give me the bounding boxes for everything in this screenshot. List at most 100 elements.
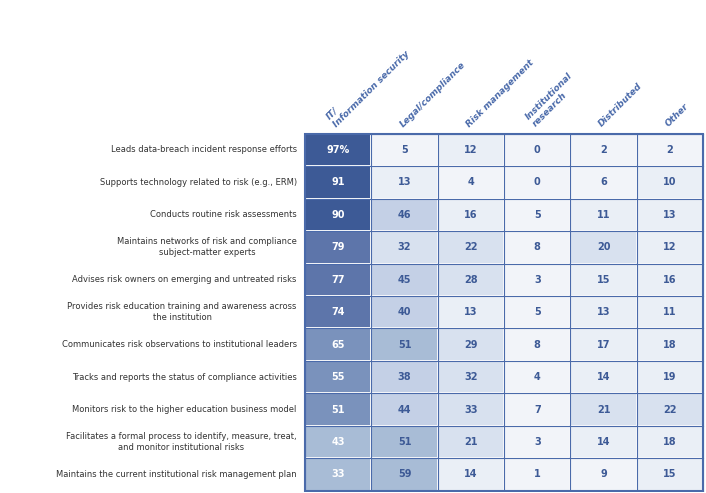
- Text: 15: 15: [597, 275, 611, 285]
- Text: 38: 38: [397, 372, 412, 382]
- Bar: [305, 264, 371, 296]
- Text: 19: 19: [664, 372, 677, 382]
- Bar: [438, 296, 504, 328]
- Bar: [570, 296, 637, 328]
- Text: 77: 77: [331, 275, 345, 285]
- Bar: [305, 231, 371, 264]
- Text: Other: Other: [664, 102, 690, 129]
- Bar: [371, 296, 438, 328]
- Text: 51: 51: [331, 405, 345, 415]
- Text: 74: 74: [331, 307, 345, 317]
- Text: 17: 17: [597, 340, 611, 350]
- Bar: [504, 166, 570, 199]
- Text: 2: 2: [666, 145, 674, 155]
- Text: 10: 10: [664, 177, 677, 187]
- Bar: [637, 199, 703, 231]
- Text: 13: 13: [664, 210, 677, 220]
- Bar: [371, 134, 438, 166]
- Text: Communicates risk observations to institutional leaders: Communicates risk observations to instit…: [61, 340, 297, 349]
- Bar: [637, 166, 703, 199]
- Bar: [438, 134, 504, 166]
- Bar: [305, 134, 703, 491]
- Text: 18: 18: [663, 437, 677, 447]
- Bar: [305, 458, 371, 491]
- Bar: [438, 458, 504, 491]
- Text: Monitors risk to the higher education business model: Monitors risk to the higher education bu…: [73, 405, 297, 414]
- Text: Legal/compliance: Legal/compliance: [398, 60, 467, 129]
- Text: 8: 8: [534, 340, 541, 350]
- Text: Advises risk owners on emerging and untreated risks: Advises risk owners on emerging and untr…: [73, 275, 297, 284]
- Bar: [438, 393, 504, 426]
- Text: 14: 14: [597, 437, 611, 447]
- Text: Facilitates a formal process to identify, measure, treat,
and monitor institutio: Facilitates a formal process to identify…: [66, 432, 297, 452]
- Text: 6: 6: [600, 177, 607, 187]
- Text: 51: 51: [397, 437, 412, 447]
- Text: 33: 33: [464, 405, 478, 415]
- Text: 3: 3: [534, 437, 541, 447]
- Bar: [305, 328, 371, 361]
- Text: 15: 15: [664, 469, 677, 479]
- Text: 55: 55: [331, 372, 345, 382]
- Bar: [371, 166, 438, 199]
- Text: 43: 43: [331, 437, 345, 447]
- Text: 29: 29: [464, 340, 478, 350]
- Bar: [371, 361, 438, 393]
- Bar: [637, 426, 703, 458]
- Bar: [305, 361, 371, 393]
- Bar: [504, 296, 570, 328]
- Bar: [305, 166, 371, 199]
- Text: 59: 59: [397, 469, 412, 479]
- Bar: [504, 426, 570, 458]
- Bar: [637, 134, 703, 166]
- Text: 16: 16: [464, 210, 478, 220]
- Text: 40: 40: [397, 307, 412, 317]
- Text: 5: 5: [401, 145, 408, 155]
- Text: Leads data-breach incident response efforts: Leads data-breach incident response effo…: [111, 145, 297, 154]
- Text: 32: 32: [397, 242, 412, 252]
- Bar: [305, 296, 371, 328]
- Bar: [570, 134, 637, 166]
- Text: IT/
Information security: IT/ Information security: [325, 42, 412, 129]
- Bar: [570, 166, 637, 199]
- Bar: [570, 328, 637, 361]
- Bar: [637, 296, 703, 328]
- Bar: [637, 231, 703, 264]
- Bar: [305, 199, 371, 231]
- Text: 32: 32: [464, 372, 478, 382]
- Bar: [570, 361, 637, 393]
- Text: 14: 14: [464, 469, 478, 479]
- Bar: [570, 426, 637, 458]
- Text: 44: 44: [397, 405, 412, 415]
- Bar: [438, 231, 504, 264]
- Bar: [305, 134, 371, 166]
- Text: 20: 20: [597, 242, 611, 252]
- Text: 28: 28: [464, 275, 478, 285]
- Text: 5: 5: [534, 210, 541, 220]
- Bar: [637, 458, 703, 491]
- Bar: [371, 264, 438, 296]
- Bar: [371, 328, 438, 361]
- Bar: [371, 393, 438, 426]
- Bar: [371, 231, 438, 264]
- Text: 97%: 97%: [327, 145, 349, 155]
- Bar: [504, 361, 570, 393]
- Text: 33: 33: [331, 469, 345, 479]
- Text: Maintains the current institutional risk management plan: Maintains the current institutional risk…: [56, 470, 297, 479]
- Text: 12: 12: [664, 242, 677, 252]
- Bar: [305, 393, 371, 426]
- Bar: [438, 264, 504, 296]
- Bar: [438, 166, 504, 199]
- Text: Maintains networks of risk and compliance
subject-matter experts: Maintains networks of risk and complianc…: [117, 237, 297, 257]
- Text: 4: 4: [467, 177, 474, 187]
- Bar: [504, 393, 570, 426]
- Bar: [371, 199, 438, 231]
- Text: 14: 14: [597, 372, 611, 382]
- Text: 0: 0: [534, 177, 541, 187]
- Text: 12: 12: [464, 145, 478, 155]
- Text: 90: 90: [331, 210, 345, 220]
- Text: 11: 11: [597, 210, 611, 220]
- Bar: [637, 264, 703, 296]
- Text: 1: 1: [534, 469, 541, 479]
- Text: 45: 45: [397, 275, 412, 285]
- Text: 5: 5: [534, 307, 541, 317]
